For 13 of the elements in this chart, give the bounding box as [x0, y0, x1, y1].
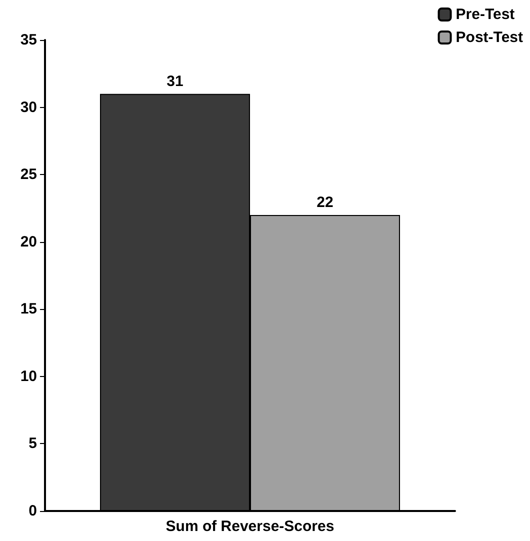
- y-tick-label: 5: [28, 435, 37, 452]
- y-tick-label: 0: [28, 502, 37, 520]
- y-tick-label: 20: [20, 233, 37, 250]
- y-tick-label: 25: [20, 166, 37, 184]
- y-tick-label: 30: [20, 98, 37, 116]
- legend-label: Post-Test: [456, 29, 524, 46]
- x-tick-label: Sum of Reverse-Scores: [166, 518, 334, 535]
- legend-label: Pre-Test: [456, 6, 515, 23]
- y-tick-label: 15: [20, 300, 37, 318]
- data-label: 22: [316, 194, 334, 211]
- y-tick-label: 35: [20, 32, 37, 48]
- data-label: 31: [166, 72, 184, 90]
- y-tick-label: 10: [20, 368, 37, 385]
